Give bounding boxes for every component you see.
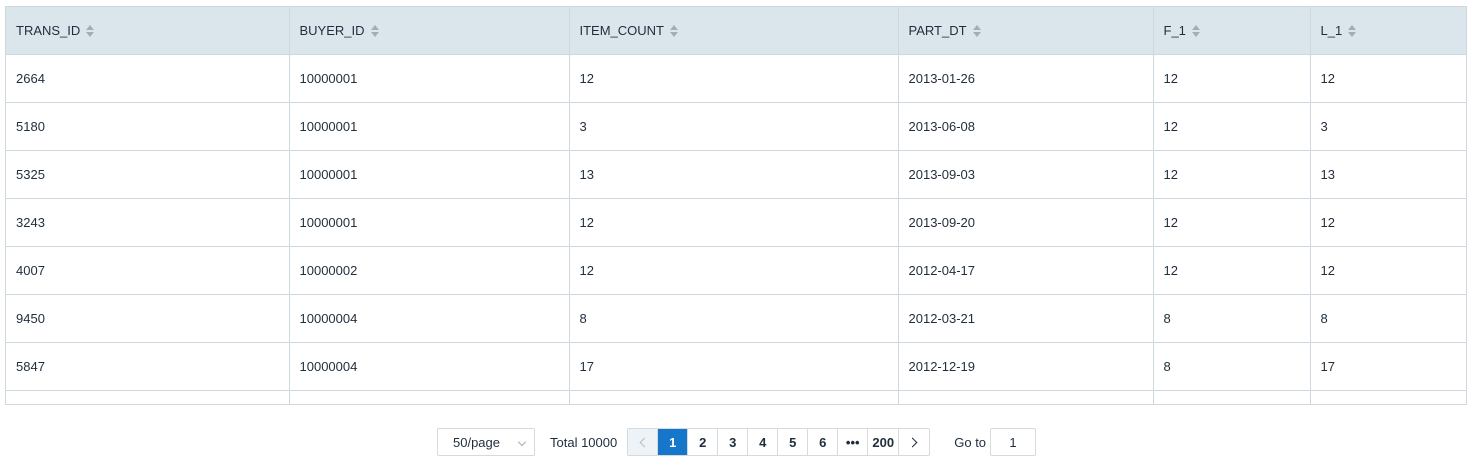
table-cell [1153,390,1311,404]
table-cell: 10000001 [289,54,570,103]
page-size-value: 50/page [453,434,500,450]
prev-page-button[interactable] [628,429,659,455]
table-cell: 2012-12-19 [898,342,1154,391]
table-cell: 8 [569,294,899,343]
table-cell: 5325 [6,150,290,199]
table-cell: 3 [569,102,899,151]
table-row: 5847 10000004 17 2012-12-19 8 17 [6,342,1466,391]
column-header-trans-id[interactable]: TRANS_ID [6,6,290,55]
page-button-6[interactable]: 6 [808,429,839,455]
table-cell: 13 [1310,150,1466,199]
column-header-buyer-id[interactable]: BUYER_ID [289,6,570,55]
column-header-label: BUYER_ID [299,23,365,38]
table-row: 9450 10000004 8 2012-03-21 8 8 [6,294,1466,343]
sort-icon[interactable] [1191,24,1200,37]
table-cell: 8 [1153,342,1311,391]
chevron-down-icon [517,437,527,447]
table-cell: 2013-09-20 [898,198,1154,247]
chevron-left-icon [639,437,650,447]
goto-page-input[interactable]: 1 [990,428,1037,456]
sort-icon[interactable] [670,24,678,37]
column-header-label: ITEM_COUNT [579,23,665,38]
page-button-200[interactable]: 200 [868,429,900,455]
table-cell: 12 [1153,198,1311,247]
page-button-2[interactable]: 2 [688,429,719,455]
column-header-f-1[interactable]: F_1 [1153,6,1311,55]
total-count: Total 10000 [550,434,618,450]
column-header-item-count[interactable]: ITEM_COUNT [569,6,899,55]
table-cell: 10000002 [289,246,570,295]
table-cell: 8 [1310,294,1466,343]
table-cell [898,390,1154,404]
table-cell: 12 [1310,54,1466,103]
table-cell: 3 [1310,102,1466,151]
table-cell: 3243 [6,198,290,247]
column-header-label: F_1 [1163,23,1186,38]
table-cell: 10000004 [289,294,570,343]
column-header-label: L_1 [1320,23,1343,38]
table-row [6,390,1466,404]
table-cell: 12 [1153,246,1311,295]
table-row: 2664 10000001 12 2013-01-26 12 12 [6,54,1466,103]
table-cell: 12 [1153,54,1311,103]
table-row: 5325 10000001 13 2013-09-03 12 13 [6,150,1466,199]
page-button-1[interactable]: 1 [658,429,689,455]
table-cell: 4007 [6,246,290,295]
table-cell: 12 [569,198,899,247]
table-cell: 12 [1153,150,1311,199]
sort-icon[interactable] [1348,24,1357,37]
goto-label: Go to [954,434,987,450]
table-cell: 12 [1310,198,1466,247]
table-cell: 2012-03-21 [898,294,1154,343]
sort-icon[interactable] [972,24,981,37]
page-button-3[interactable]: 3 [718,429,749,455]
pagination: 50/page Total 10000 1 2 3 4 5 6 ••• 200 … [437,428,1037,456]
table-row: 3243 10000001 12 2013-09-20 12 12 [6,198,1466,247]
table-cell: 17 [569,342,899,391]
table-cell: 2664 [6,54,290,103]
table-cell [569,390,899,404]
table-cell: 12 [569,246,899,295]
sort-icon[interactable] [370,24,379,37]
table-cell: 5847 [6,342,290,391]
table-cell: 10000001 [289,150,570,199]
data-table: TRANS_ID BUYER_ID ITEM_COUNT PART_DT F_1… [5,6,1467,405]
column-header-part-dt[interactable]: PART_DT [898,6,1154,55]
table-cell [289,390,570,404]
table-row: 5180 10000001 3 2013-06-08 12 3 [6,102,1466,151]
table-cell [6,390,290,404]
column-header-l-1[interactable]: L_1 [1310,6,1466,55]
table-row: 4007 10000002 12 2012-04-17 12 12 [6,246,1466,295]
table-cell: 10000001 [289,102,570,151]
page-list: 1 2 3 4 5 6 ••• 200 [627,428,931,456]
table-cell: 2013-09-03 [898,150,1154,199]
column-header-label: TRANS_ID [16,23,81,38]
table-cell: 17 [1310,342,1466,391]
table-cell: 5180 [6,102,290,151]
table-cell: 2012-04-17 [898,246,1154,295]
table-cell: 8 [1153,294,1311,343]
table-header-row: TRANS_ID BUYER_ID ITEM_COUNT PART_DT F_1… [6,6,1466,55]
next-page-button[interactable] [899,429,929,455]
table-cell: 13 [569,150,899,199]
sort-icon[interactable] [86,24,95,37]
table-cell: 10000001 [289,198,570,247]
page-button-4[interactable]: 4 [748,429,779,455]
table-cell: 12 [1153,102,1311,151]
page-button-5[interactable]: 5 [778,429,809,455]
page-size-select[interactable]: 50/page [437,428,535,456]
table-cell [1310,390,1466,404]
table-cell: 2013-06-08 [898,102,1154,151]
column-header-label: PART_DT [908,23,967,38]
table-cell: 10000004 [289,342,570,391]
table-cell: 12 [1310,246,1466,295]
chevron-right-icon [907,437,918,447]
table-cell: 9450 [6,294,290,343]
table-cell: 12 [569,54,899,103]
table-cell: 2013-01-26 [898,54,1154,103]
page-ellipsis-button[interactable]: ••• [838,429,869,455]
